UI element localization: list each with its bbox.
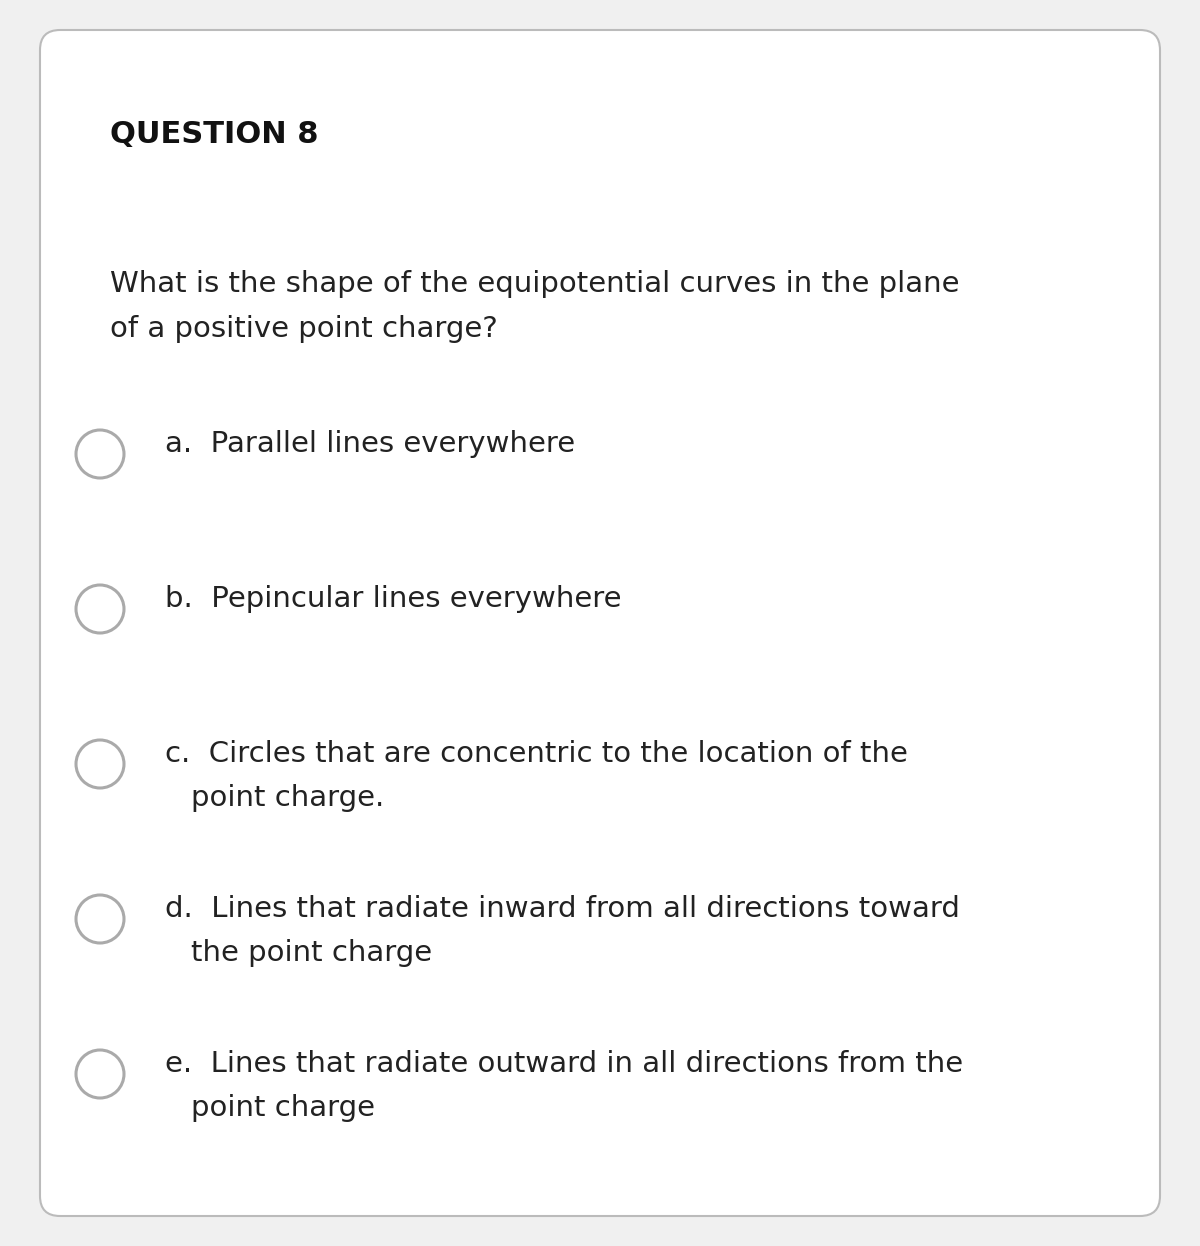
Text: What is the shape of the equipotential curves in the plane: What is the shape of the equipotential c… (110, 270, 960, 298)
Text: a.  Parallel lines everywhere: a. Parallel lines everywhere (166, 430, 575, 459)
Text: of a positive point charge?: of a positive point charge? (110, 315, 498, 343)
Text: d.  Lines that radiate inward from all directions toward: d. Lines that radiate inward from all di… (166, 895, 960, 923)
Text: the point charge: the point charge (191, 939, 432, 967)
Text: c.  Circles that are concentric to the location of the: c. Circles that are concentric to the lo… (166, 740, 908, 768)
Text: point charge: point charge (191, 1094, 374, 1121)
Text: b.  Pepincular lines everywhere: b. Pepincular lines everywhere (166, 586, 622, 613)
Text: point charge.: point charge. (191, 784, 384, 812)
Text: QUESTION 8: QUESTION 8 (110, 120, 318, 150)
Text: e.  Lines that radiate outward in all directions from the: e. Lines that radiate outward in all dir… (166, 1050, 964, 1078)
FancyBboxPatch shape (40, 30, 1160, 1216)
